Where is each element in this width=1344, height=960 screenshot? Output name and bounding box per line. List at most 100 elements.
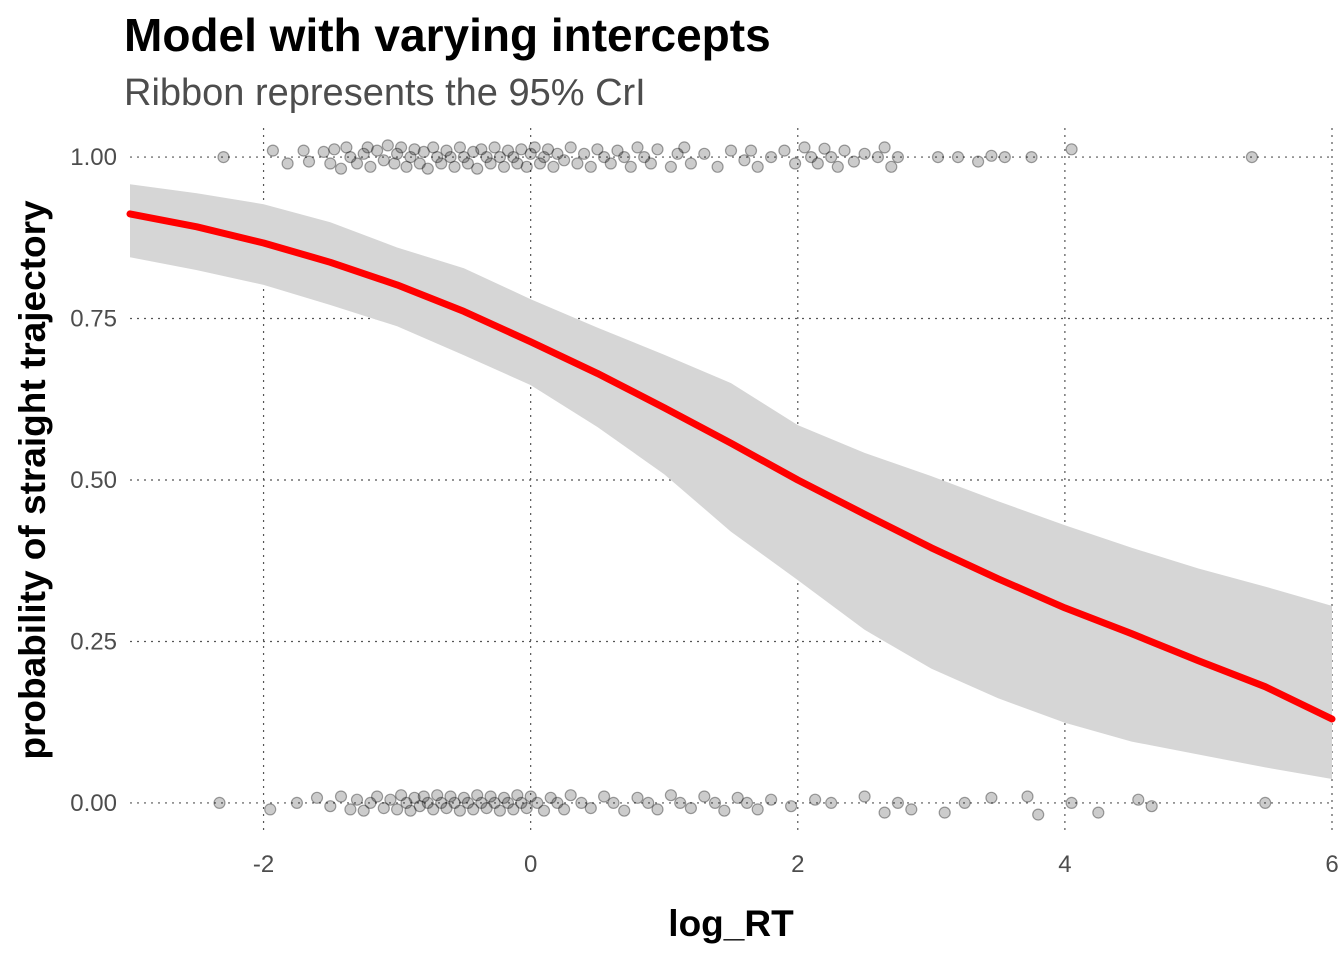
data-point — [357, 804, 370, 817]
data-point — [461, 157, 474, 170]
data-point — [564, 141, 577, 154]
data-point — [371, 144, 384, 157]
data-point — [1245, 151, 1259, 164]
x-axis-title: log_RT — [668, 903, 794, 944]
data-point — [551, 147, 564, 160]
data-point — [471, 162, 484, 175]
data-point — [497, 791, 511, 804]
chart-subtitle: Ribbon represents the 95% CrI — [124, 72, 646, 114]
data-point — [384, 793, 397, 806]
data-point — [507, 803, 520, 816]
data-point — [607, 796, 620, 810]
data-point — [571, 157, 584, 170]
data-point — [878, 141, 891, 154]
data-point — [266, 144, 279, 157]
data-point — [818, 142, 831, 155]
data-point — [537, 804, 551, 817]
data-point — [575, 796, 588, 810]
data-point — [507, 151, 520, 164]
data-point — [878, 806, 891, 819]
data-point — [642, 796, 655, 810]
data-point — [678, 141, 691, 154]
data-point — [764, 793, 778, 806]
data-point — [377, 801, 390, 815]
data-point — [808, 793, 822, 806]
data-point — [520, 801, 533, 815]
data-point — [520, 160, 533, 173]
data-point — [297, 144, 310, 157]
data-point — [711, 160, 724, 173]
credible-interval-ribbon — [130, 184, 1332, 779]
data-point — [448, 160, 461, 173]
data-point — [281, 157, 294, 170]
data-point — [400, 796, 413, 810]
x-tick-label: -2 — [253, 851, 274, 878]
data-point — [444, 790, 457, 803]
data-point — [838, 144, 851, 157]
data-point — [1065, 143, 1078, 156]
data-point — [618, 151, 631, 164]
data-point — [493, 151, 506, 164]
data-point — [480, 151, 493, 164]
data-point — [493, 804, 506, 817]
data-point — [461, 796, 474, 810]
data-point — [404, 804, 417, 817]
data-point — [724, 144, 738, 157]
data-point — [395, 789, 408, 802]
data-point — [350, 793, 364, 806]
data-point — [744, 144, 758, 157]
data-point — [344, 151, 357, 164]
data-point — [427, 803, 440, 816]
data-point — [698, 147, 711, 160]
data-point — [938, 806, 951, 819]
data-point — [388, 157, 401, 170]
x-tick-label: 0 — [524, 851, 537, 878]
data-point — [1132, 793, 1145, 806]
data-point — [671, 147, 684, 160]
data-point — [891, 796, 905, 810]
data-point — [631, 791, 644, 804]
data-point — [217, 151, 230, 164]
chart-title: Model with varying intercepts — [124, 9, 771, 61]
data-point — [448, 796, 461, 810]
data-point — [334, 790, 348, 803]
data-point — [364, 160, 377, 173]
data-point — [557, 154, 571, 167]
data-point — [951, 151, 965, 164]
data-point — [751, 803, 764, 816]
data-point — [480, 801, 493, 815]
data-point — [557, 803, 571, 816]
data-point — [408, 791, 421, 804]
data-point — [427, 141, 440, 154]
x-axis-ticks: -2 0 2 4 6 — [253, 851, 1339, 878]
data-point — [891, 151, 905, 164]
fit-line — [126, 210, 1336, 723]
data-point — [651, 803, 664, 816]
data-point — [467, 803, 480, 816]
x-tick-label: 6 — [1325, 851, 1338, 878]
data-point — [738, 154, 751, 167]
data-point — [1065, 796, 1078, 810]
data-point — [778, 144, 791, 157]
data-point — [344, 803, 357, 816]
data-point — [597, 151, 611, 164]
data-point — [475, 796, 488, 810]
y-tick-label: 0.75 — [70, 306, 117, 333]
data-point — [381, 139, 394, 152]
data-point — [531, 796, 544, 810]
data-point — [467, 145, 480, 158]
data-point — [751, 160, 764, 173]
data-point — [544, 791, 557, 804]
data-point — [524, 790, 537, 803]
data-point — [484, 157, 497, 170]
data-point — [985, 149, 998, 162]
data-point — [684, 157, 698, 170]
data-point — [1021, 790, 1034, 803]
data-point — [971, 155, 985, 168]
data-point — [597, 790, 611, 803]
data-point — [731, 791, 744, 804]
data-point — [764, 151, 778, 164]
data-points — [213, 139, 1272, 821]
data-point — [421, 162, 434, 175]
data-point — [547, 160, 560, 173]
